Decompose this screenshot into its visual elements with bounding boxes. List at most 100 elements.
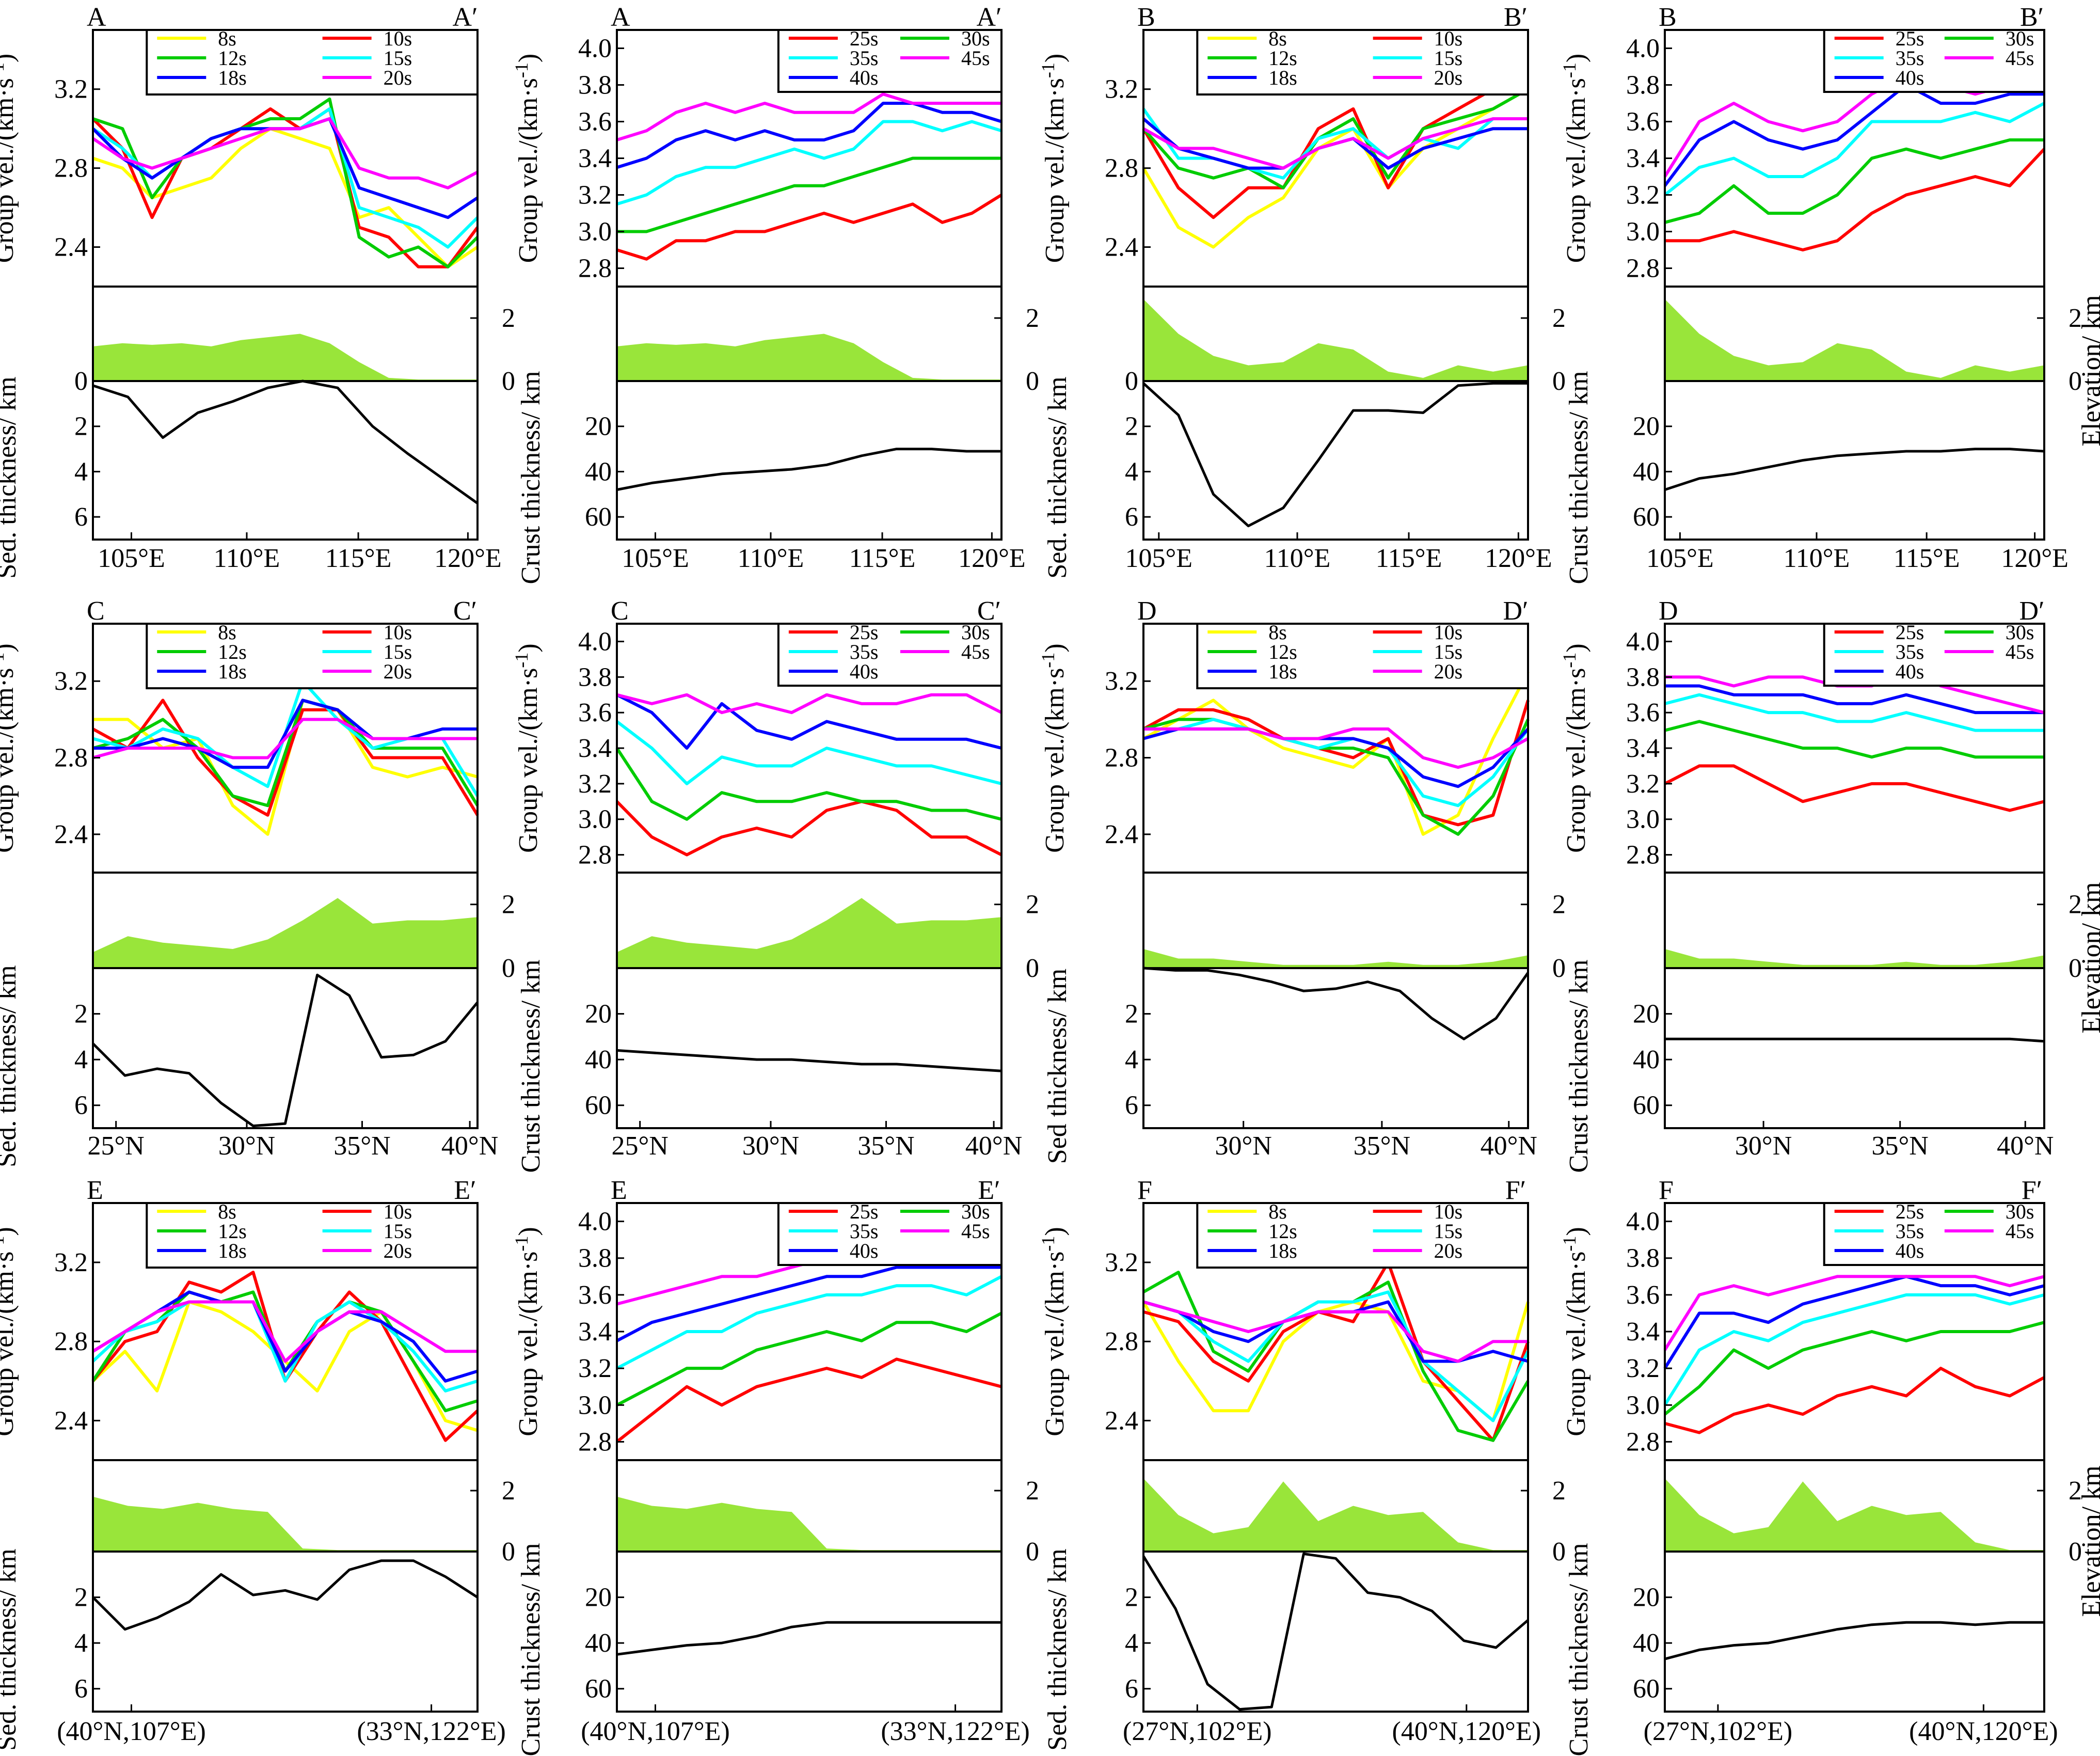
group-velocity-plot: 2.4 2.8 3.2: [54, 1248, 479, 1442]
y-tick-label: 3.8: [1626, 71, 1660, 100]
series-line-18s: [1143, 727, 1530, 788]
sediment-thickness-line: [92, 1559, 479, 1631]
axes-frame: [1142, 29, 1529, 541]
y-tick-label: 3.4: [1626, 144, 1660, 173]
y-tick-label: 2.8: [54, 1327, 88, 1356]
elevation-plot: 02: [93, 1476, 515, 1567]
group-velocity-axis-title: Group vel./(km·s-1): [0, 1227, 19, 1436]
group-velocity-axis-text: Group vel./(km·s: [514, 78, 543, 263]
elevation-area: [1665, 949, 2044, 968]
thickness-tick-label: 40: [585, 1045, 612, 1074]
group-velocity-axis-superscript: -1: [1559, 1236, 1580, 1252]
y-tick-label: 3.6: [1626, 107, 1660, 137]
thickness-tick-label: 40: [585, 457, 612, 486]
legend-label-35s: 35s: [850, 1220, 879, 1243]
elevation-plot: 02: [1665, 890, 2082, 983]
series-line-45s: [616, 92, 1001, 141]
legend-label-15s: 15s: [384, 640, 412, 663]
legend-label-18s: 18s: [218, 1239, 247, 1262]
series-line-25s: [1664, 1367, 2045, 1434]
elevation-tick-label: 2: [502, 890, 515, 920]
series-line-20s: [92, 117, 479, 189]
group-velocity-axis-title: Group vel./(km·s-1): [511, 1227, 543, 1436]
axes-frame: [616, 29, 1003, 541]
thickness-tick-label: 4: [1125, 1628, 1138, 1658]
series-line-40s: [616, 1265, 1001, 1342]
y-tick-label: 3.2: [54, 667, 88, 696]
sediment-thickness-axis-title: Sed. thickness/ km: [0, 1548, 22, 1750]
thickness-tick-label: 4: [74, 457, 88, 486]
elevation-tick-label: 2: [1552, 890, 1566, 920]
sediment-thickness-plot: 0 2 4 6: [1125, 367, 1528, 532]
series-line-35s: [1664, 693, 2044, 732]
y-tick-label: 4.0: [1626, 34, 1660, 64]
crust-thickness-line: [1665, 1037, 2045, 1043]
thickness-tick-label: 20: [585, 412, 612, 441]
y-tick-label: 3.8: [578, 71, 612, 100]
elevation-plot: 02: [1665, 1476, 2082, 1567]
group-velocity-plot: 2.8 3.0 3.2 3.4 3.6 3.8 4.0: [578, 1207, 1003, 1457]
group-velocity-plot: 2.8 3.0 3.2 3.4 3.6 3.8 4.0: [578, 627, 1003, 870]
elevation-tick-label: 2: [1026, 304, 1039, 333]
group-velocity-axis-superscript: -1: [1038, 653, 1058, 668]
group-velocity-axis-close: ): [1040, 54, 1070, 62]
axes-frame: [92, 623, 479, 1129]
elevation-tick-label: 0: [2069, 367, 2082, 396]
y-tick-label: 3.6: [578, 107, 612, 137]
y-tick-label: 3.8: [578, 1244, 612, 1273]
elevation-tick-label: 2: [2069, 1476, 2082, 1506]
thickness-tick-label: 6: [1125, 502, 1138, 532]
thickness-tick-label: 4: [1125, 1045, 1138, 1074]
elevation-tick-label: 0: [502, 954, 515, 983]
series-line-45s: [1663, 1275, 2045, 1351]
group-velocity-axis-close: ): [514, 1227, 543, 1236]
thickness-tick-label: 6: [74, 502, 88, 532]
series-line-30s: [1664, 1321, 2045, 1416]
series-line-20s: [92, 1300, 478, 1363]
sediment-thickness-axis-title: Sed. thickness/ km: [1043, 376, 1072, 578]
y-tick-label: 4.0: [578, 1207, 612, 1237]
legend-label-20s: 20s: [1434, 1239, 1463, 1262]
series-line-12s: [92, 97, 479, 268]
group-velocity-axis-close: ): [1562, 643, 1591, 652]
legend-label-12s: 12s: [1268, 1220, 1297, 1243]
legend-label-15s: 15s: [384, 1220, 412, 1243]
group-velocity-axis-text: Group vel./(km·s: [1562, 668, 1591, 853]
thickness-tick-label: 4: [74, 1628, 88, 1658]
thickness-tick-label: 20: [1633, 412, 1660, 441]
y-tick-label: 4.0: [578, 627, 612, 656]
x-tick-label: 25°N: [612, 1131, 669, 1161]
thickness-tick-label: 60: [585, 1091, 612, 1120]
group-velocity-axis-text: Group vel./(km·s: [1040, 78, 1070, 263]
series-line-12s: [1142, 88, 1529, 189]
y-tick-label: 3.4: [578, 144, 612, 173]
x-tick-label: 105°E: [98, 544, 165, 573]
legend-label-20s: 20s: [1434, 660, 1463, 683]
elevation-tick-label: 0: [1026, 954, 1039, 983]
series-line-15s: [1142, 108, 1528, 180]
series-line-25s: [615, 800, 1003, 857]
legend-label-40s: 40s: [1896, 66, 1924, 89]
group-velocity-axis-close: ): [0, 54, 19, 62]
y-tick-label: 3.2: [54, 75, 88, 104]
sediment-thickness-line: [1143, 967, 1530, 1040]
group-velocity-axis-title: Group vel./(km·s-1): [511, 643, 543, 853]
series-line-10s: [1142, 700, 1530, 827]
x-tick-label: 120°E: [958, 544, 1026, 573]
profile-start-label: F: [1137, 1176, 1152, 1205]
axes-frame: [616, 1202, 1003, 1713]
elevation-area: [1143, 1478, 1528, 1552]
profile-end-label: C′: [977, 596, 1001, 626]
elevation-tick-label: 0: [1552, 1537, 1566, 1567]
elevation-tick-label: 2: [502, 304, 515, 333]
x-tick-label: (27°N,102°E): [1123, 1717, 1272, 1746]
axes-frame: [1664, 623, 2045, 1129]
series-line-20s: [92, 718, 478, 760]
axes-frame: [1142, 623, 1529, 1129]
y-tick-label: 2.8: [1105, 154, 1138, 183]
series-line-40s: [616, 102, 1002, 169]
